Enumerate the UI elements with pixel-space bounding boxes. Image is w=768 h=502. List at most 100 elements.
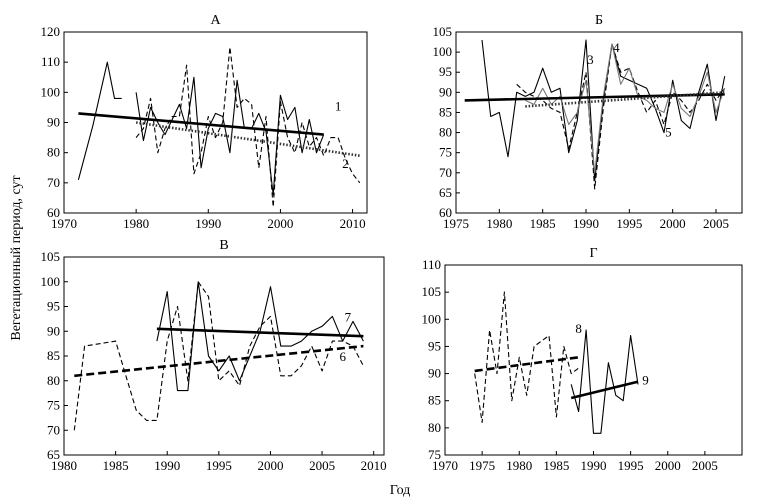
curve-number-label: 8 [575, 321, 582, 336]
series-line-series-a1 [77, 61, 122, 180]
y-tick-label: 95 [439, 64, 452, 79]
x-tick-label: 1980 [486, 216, 512, 231]
series-line-trend-4 [525, 91, 725, 108]
curve-number-label: 2 [342, 156, 349, 171]
curve-number-label: 6 [339, 349, 346, 364]
x-tick-label: 1985 [530, 216, 556, 231]
series-line-trend-8 [474, 356, 579, 373]
chart-title: А [210, 13, 221, 28]
curve-number-label: 4 [613, 40, 620, 55]
x-tick-label: 1975 [469, 458, 495, 473]
x-tick-label: 1985 [103, 458, 129, 473]
x-tick-label: 2000 [655, 458, 681, 473]
x-tick-label: 2010 [340, 216, 366, 231]
y-tick-label: 105 [422, 284, 442, 299]
y-tick-label: 120 [41, 24, 61, 39]
chart-panel-2: Б 1975 1980 1985 1990 1995 2000 2005 60 65 70 75 80 8… [433, 13, 743, 231]
x-tick-label: 1995 [206, 458, 232, 473]
curve-number-label: 5 [665, 125, 672, 140]
y-tick-label: 90 [428, 366, 441, 381]
y-tick-label: 110 [41, 54, 60, 69]
y-tick-label: 80 [47, 145, 60, 160]
series-line-trend-3 [464, 93, 725, 102]
y-tick-label: 100 [41, 84, 61, 99]
chart-panel-1: А 1970 1980 1990 2000 2010 60 70 80 90 100 110 120 1 2 [41, 13, 368, 231]
y-tick-label: 75 [47, 398, 60, 413]
series-line-series-g-dashed [474, 291, 579, 423]
plot-frame [455, 31, 743, 214]
chart-title: Г [589, 246, 597, 261]
y-tick-label: 85 [428, 393, 441, 408]
x-tick-label: 1995 [618, 458, 644, 473]
y-tick-label: 100 [41, 274, 61, 289]
x-tick-label: 1995 [616, 216, 642, 231]
x-tick-label: 1990 [154, 458, 180, 473]
y-tick-label: 75 [439, 145, 452, 160]
y-tick-label: 60 [439, 205, 452, 220]
x-tick-label: 1970 [432, 458, 458, 473]
y-tick-label: 85 [47, 348, 60, 363]
y-tick-label: 100 [433, 44, 453, 59]
x-tick-label: 2000 [660, 216, 686, 231]
y-axis-label: Вегетационный период, сут [9, 175, 24, 340]
curve-number-label: 1 [335, 98, 342, 113]
x-tick-label: 2005 [703, 216, 729, 231]
plot-frame [63, 256, 385, 456]
y-tick-label: 110 [422, 257, 441, 272]
chart-title: В [219, 238, 228, 253]
series-line-series-b-dashed [516, 43, 726, 190]
series-line-series-a2 [135, 46, 361, 208]
y-tick-label: 80 [428, 420, 441, 435]
x-tick-label: 1970 [51, 216, 77, 231]
x-tick-label: 2005 [309, 458, 335, 473]
y-tick-label: 80 [439, 125, 452, 140]
y-tick-label: 70 [47, 422, 60, 437]
chart-title: Б [595, 13, 603, 28]
series-line-series-a1b [135, 76, 325, 196]
y-tick-label: 105 [41, 249, 61, 264]
curve-number-label: 9 [642, 372, 649, 387]
chart-panel-3: В 1980 1985 1990 1995 2000 2005 2010 65 70 75 80 85 9… [41, 238, 387, 473]
series-line-trend-2 [135, 121, 360, 157]
y-tick-label: 80 [47, 373, 60, 388]
x-tick-label: 2010 [361, 458, 387, 473]
series-line-trend-9 [570, 380, 639, 400]
y-tick-label: 100 [422, 311, 442, 326]
y-tick-label: 95 [428, 338, 441, 353]
y-tick-label: 90 [47, 323, 60, 338]
x-tick-label: 2005 [692, 458, 718, 473]
y-tick-label: 65 [439, 185, 452, 200]
curve-number-label: 7 [345, 309, 352, 324]
x-tick-label: 1985 [543, 458, 569, 473]
x-tick-label: 1990 [195, 216, 221, 231]
x-tick-label: 1980 [506, 458, 532, 473]
x-axis-label: Год [390, 483, 411, 498]
y-tick-label: 90 [47, 115, 60, 130]
y-tick-label: 90 [439, 84, 452, 99]
x-tick-label: 1980 [51, 458, 77, 473]
y-tick-label: 75 [428, 447, 441, 462]
series-line-trend-7 [156, 327, 364, 338]
x-tick-label: 1990 [573, 216, 599, 231]
series-line-series-g-solid [570, 329, 639, 434]
x-tick-label: 1980 [123, 216, 149, 231]
curve-number-label: 3 [587, 52, 594, 67]
y-tick-label: 70 [47, 175, 60, 190]
series-line-trend-1 [78, 112, 324, 136]
y-tick-label: 105 [433, 24, 453, 39]
plot-frame [63, 31, 368, 214]
x-tick-label: 2000 [257, 458, 283, 473]
chart-panels: А 1970 1980 1990 2000 2010 60 70 80 90 100 110 120 1 2… [41, 13, 743, 473]
y-tick-label: 95 [47, 299, 60, 314]
y-tick-label: 85 [439, 104, 452, 119]
chart-panel-4: Г 1970 1975 1980 1985 1990 1995 2000 2005 75 80 85 9… [422, 246, 743, 473]
x-tick-label: 2000 [267, 216, 293, 231]
y-tick-label: 70 [439, 165, 452, 180]
x-tick-label: 1975 [443, 216, 469, 231]
series-line-series-v-dashed [73, 281, 364, 431]
y-tick-label: 65 [47, 447, 60, 462]
series-line-trend-6 [74, 344, 364, 378]
x-tick-label: 1990 [581, 458, 607, 473]
y-tick-label: 60 [47, 205, 60, 220]
